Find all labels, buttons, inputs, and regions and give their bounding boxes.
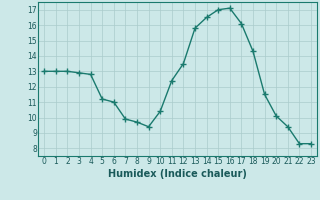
- X-axis label: Humidex (Indice chaleur): Humidex (Indice chaleur): [108, 169, 247, 179]
